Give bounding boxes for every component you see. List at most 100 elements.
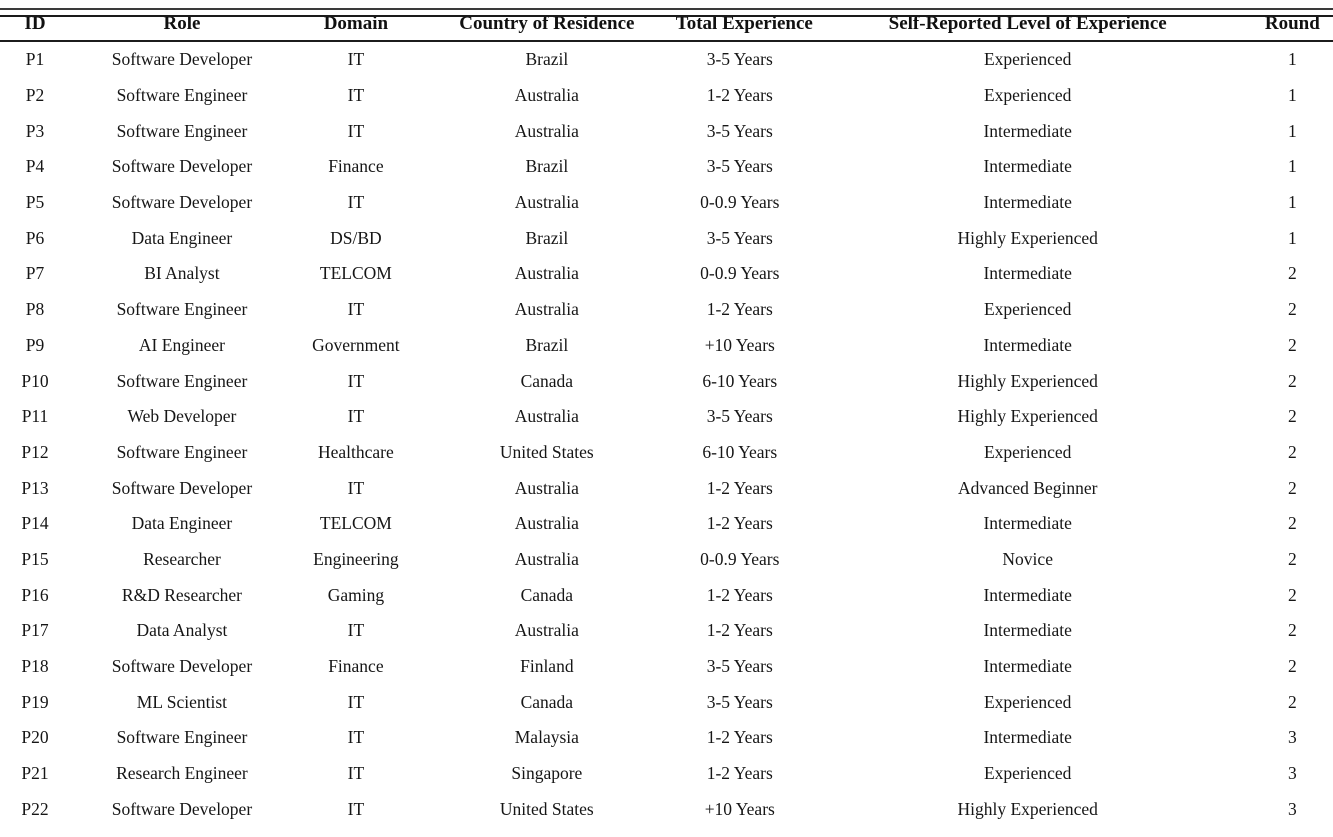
table-cell: 3 (1287, 763, 1297, 784)
table-row: P5 Software Developer IT Australia 0-0.9 Yea… (0, 185, 1333, 221)
table-cell: 1-2 Years (706, 299, 773, 320)
table-cell: IT (347, 763, 365, 784)
table-cell: 3-5 Years (706, 120, 773, 141)
table-row: P1 Software Developer IT Brazil 3-5 Years Exp… (0, 41, 1333, 78)
table-cell: P12 (21, 441, 49, 462)
table-row: P20 Software Engineer IT Malaysia 1-2 Years I… (0, 720, 1333, 756)
table-cell: Australia (514, 477, 579, 498)
table-cell: 2 (1287, 299, 1297, 320)
table-cell: Highly Experienced (957, 406, 1098, 427)
table-row: P19 ML Scientist IT Canada 3-5 Years Experien… (0, 684, 1333, 720)
table-cell: Software Engineer (116, 727, 248, 748)
table-row: P11 Web Developer IT Australia 3-5 Years High… (0, 399, 1333, 435)
table-cell: 3-5 Years (706, 156, 773, 177)
table-cell: Highly Experienced (957, 370, 1098, 391)
table-cell: +10 Years (704, 334, 775, 355)
table-cell: Highly Experienced (957, 227, 1098, 248)
table-row: P21 Research Engineer IT Singapore 1-2 Years… (0, 756, 1333, 792)
table-cell: 1-2 Years (706, 513, 773, 534)
table-cell: Australia (514, 299, 579, 320)
table-cell: 1-2 Years (706, 727, 773, 748)
table-cell: 0-0.9 Years (700, 548, 780, 569)
table-cell: 2 (1287, 477, 1297, 498)
table-cell: 2 (1287, 406, 1297, 427)
table-cell: P7 (25, 263, 45, 284)
table-cell: Australia (514, 513, 579, 534)
column-header-round: Round (1251, 8, 1333, 42)
table-cell: 0-0.9 Years (700, 263, 780, 284)
table-cell: Data Engineer (131, 513, 233, 534)
table-row: P14 Data Engineer TELCOM Australia 1-2 Years… (0, 506, 1333, 542)
table-cell: P18 (21, 656, 49, 677)
table-row: P2 Software Engineer IT Australia 1-2 Years E… (0, 78, 1333, 114)
table-cell: Finance (328, 656, 384, 677)
table-cell: TELCOM (319, 513, 392, 534)
table-cell: Canada (520, 370, 574, 391)
table-cell: IT (347, 620, 365, 641)
table-cell: Researcher (143, 548, 221, 569)
table-cell: 3 (1287, 727, 1297, 748)
table-cell: 3-5 Years (706, 406, 773, 427)
table-cell: +10 Years (704, 798, 775, 819)
table-cell: Australia (514, 548, 579, 569)
table-cell: Intermediate (983, 263, 1072, 284)
table-cell: P20 (21, 727, 49, 748)
table-cell: 0-0.9 Years (700, 192, 780, 213)
table-cell: Software Developer (111, 477, 253, 498)
table-cell: 1 (1287, 192, 1297, 213)
table-cell: Brazil (525, 49, 569, 70)
table-cell: Australia (514, 85, 579, 106)
table-cell: Intermediate (983, 727, 1072, 748)
table-cell: 1-2 Years (706, 477, 773, 498)
table-row: P7 BI Analyst TELCOM Australia 0-0.9 Years In… (0, 256, 1333, 292)
table-cell: 2 (1287, 263, 1297, 284)
table-cell: P21 (21, 763, 49, 784)
table-cell: IT (347, 299, 365, 320)
table-cell: Intermediate (983, 156, 1072, 177)
table-cell: Healthcare (318, 441, 394, 462)
table-cell: 6-10 Years (702, 441, 778, 462)
table-cell: BI Analyst (144, 263, 220, 284)
table-cell: Software Engineer (116, 299, 248, 320)
table-cell: 1-2 Years (706, 763, 773, 784)
table-cell: IT (347, 120, 365, 141)
table-cell: Intermediate (983, 513, 1072, 534)
table-cell: 2 (1287, 584, 1297, 605)
table-cell: Intermediate (983, 620, 1072, 641)
table-cell: 1 (1287, 120, 1297, 141)
column-header-level: Self-Reported Level of Experience (803, 8, 1252, 42)
table-cell: 1 (1287, 156, 1297, 177)
table-cell: Australia (514, 120, 579, 141)
table-row: P12 Software Engineer Healthcare United Sta… (0, 435, 1333, 471)
table-cell: 1 (1287, 49, 1297, 70)
table-cell: 2 (1287, 656, 1297, 677)
table-cell: P22 (21, 798, 49, 819)
table-cell: Government (312, 334, 400, 355)
table-cell: Malaysia (514, 727, 579, 748)
table-row: P3 Software Engineer IT Australia 3-5 Years I… (0, 113, 1333, 149)
table-cell: 3-5 Years (706, 49, 773, 70)
table-cell: DS/BD (330, 227, 382, 248)
column-header-domain: Domain (293, 8, 418, 42)
table-cell: Advanced Beginner (957, 477, 1098, 498)
table-cell: United States (499, 441, 594, 462)
table-cell: 1 (1287, 85, 1297, 106)
column-header-country: Country of Residence (417, 8, 676, 42)
table-row: P18 Software Developer Finance Finland 3-5 Y… (0, 649, 1333, 685)
table-cell: 1-2 Years (706, 620, 773, 641)
table-cell: 3 (1287, 798, 1297, 819)
table-cell: TELCOM (319, 263, 392, 284)
table-cell: 1 (1287, 227, 1297, 248)
table-cell: Australia (514, 620, 579, 641)
table-cell: IT (347, 798, 365, 819)
table-row: P4 Software Developer Finance Brazil 3-5 Yea… (0, 149, 1333, 185)
table-body: P1 Software Developer IT Brazil 3-5 Years Exp… (0, 41, 1333, 827)
table-cell: P8 (25, 299, 45, 320)
table-cell: R&D Researcher (121, 584, 242, 605)
table-cell: P16 (21, 584, 49, 605)
header-row: ID Role Domain Country of Residence Tota… (0, 8, 1333, 42)
table-cell: Software Developer (111, 49, 253, 70)
table-cell: Experienced (983, 763, 1072, 784)
table-cell: Experienced (983, 299, 1072, 320)
table-cell: Engineering (313, 548, 399, 569)
